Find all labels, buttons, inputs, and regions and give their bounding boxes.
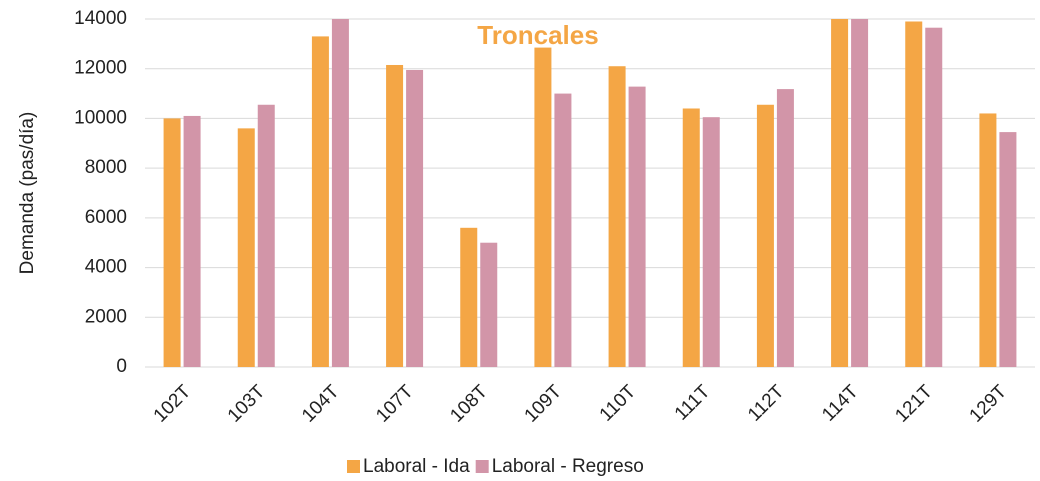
x-tick-label: 109T (521, 381, 567, 427)
bar (851, 19, 869, 367)
y-tick-label: 6000 (85, 207, 127, 228)
bar (756, 104, 774, 367)
bar (608, 66, 626, 367)
y-tick-label: 10000 (74, 107, 127, 128)
bar (979, 113, 997, 367)
x-tick-label: 111T (671, 381, 715, 425)
bar (257, 104, 275, 367)
legend-swatch (347, 460, 360, 473)
chart-title: Troncales (477, 20, 598, 50)
bar (925, 27, 943, 367)
x-tick-label: 112T (744, 381, 789, 426)
x-tick-label: 108T (446, 381, 492, 427)
x-tick-label: 107T (372, 381, 418, 427)
y-tick-label: 12000 (74, 58, 127, 79)
y-tick-label: 4000 (85, 257, 127, 278)
bar (237, 128, 255, 367)
bar (776, 89, 794, 368)
y-tick-label: 14000 (74, 8, 127, 29)
y-tick-label: 8000 (85, 157, 127, 178)
x-tick-label: 104T (298, 381, 344, 427)
x-tick-label: 110T (596, 381, 641, 426)
y-axis-label: Demanda (pas/día) (17, 112, 38, 275)
legend-swatch (475, 460, 489, 473)
bar (534, 47, 552, 367)
bar (331, 19, 349, 367)
y-tick-label: 0 (116, 356, 127, 377)
x-tick-label: 103T (224, 381, 270, 427)
bar (554, 93, 572, 368)
y-tick-label: 2000 (85, 306, 127, 327)
bar (682, 108, 700, 367)
bar (480, 242, 498, 367)
bar (311, 36, 329, 368)
bar (999, 132, 1017, 367)
x-tick-label: 114T (818, 381, 863, 426)
bar (905, 21, 923, 367)
bar (183, 115, 201, 367)
x-tick-label: 129T (966, 381, 1012, 427)
legend-label: Laboral - Regreso (492, 456, 644, 477)
bar (386, 64, 404, 367)
bar (831, 19, 849, 367)
x-tick-label: 121T (891, 381, 937, 427)
legend-label: Laboral - Ida (363, 456, 470, 477)
bar (702, 117, 720, 367)
bar (460, 227, 478, 367)
bar (406, 69, 424, 367)
bar (628, 86, 646, 368)
x-tick-label: 102T (150, 381, 196, 427)
bar (163, 118, 181, 367)
